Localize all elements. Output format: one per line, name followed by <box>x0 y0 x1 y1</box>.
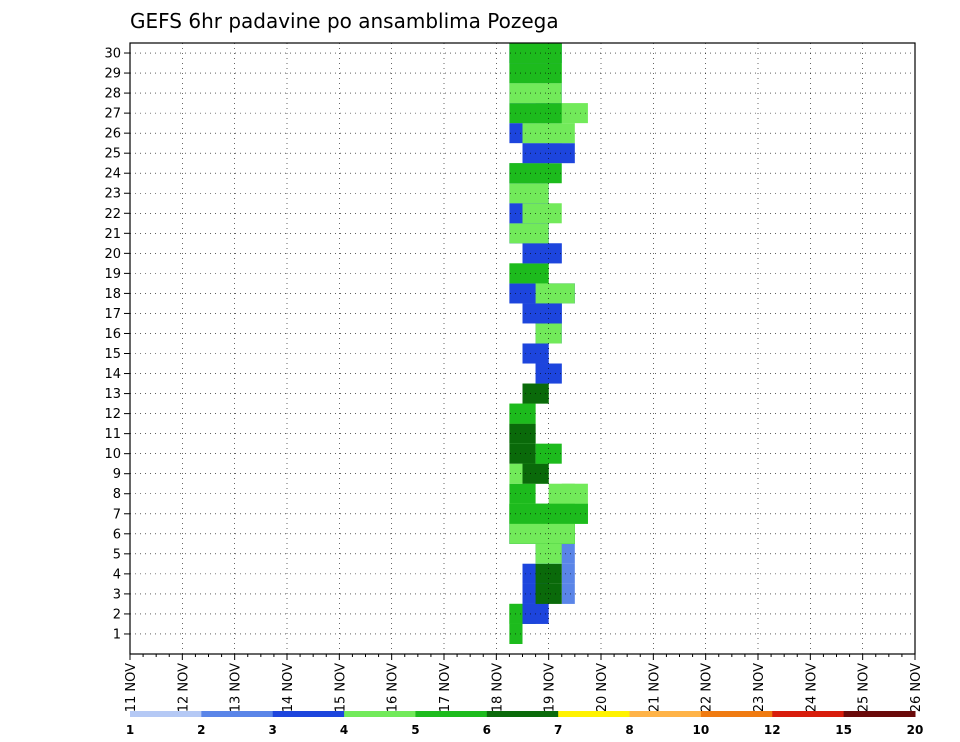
heatmap-cell <box>509 483 536 504</box>
colorbar-segment <box>344 711 416 717</box>
x-tick-label: 11 NOV <box>124 663 139 712</box>
y-tick-label: 9 <box>113 467 121 482</box>
colorbar-label: 12 <box>764 723 781 737</box>
colorbar-segment <box>486 711 559 717</box>
heatmap-cell <box>509 223 549 244</box>
y-tick-label: 10 <box>104 447 121 462</box>
y-tick-label: 24 <box>104 167 121 182</box>
y-tick-label: 16 <box>104 327 121 342</box>
y-tick-label: 7 <box>113 507 121 522</box>
colorbar-segment <box>272 711 345 717</box>
y-tick-label: 3 <box>113 587 121 602</box>
colorbar-segment <box>700 711 773 717</box>
y-tick-label: 22 <box>104 207 121 222</box>
colorbar-segment <box>772 711 845 717</box>
y-tick-label: 13 <box>104 387 121 402</box>
y-tick-label: 17 <box>104 307 121 322</box>
colorbar-segment <box>201 711 274 717</box>
colorbar-label: 20 <box>907 723 924 737</box>
x-tick-label: 12 NOV <box>176 663 191 712</box>
x-axis: 11 NOV 12 NOV 13 NOV 14 NOV 15 NOV 16 NOV 17 N… <box>124 654 924 712</box>
heatmap-cell <box>509 443 536 464</box>
y-tick-label: 29 <box>104 67 121 82</box>
y-tick-label: 8 <box>113 487 121 502</box>
heatmap-cell <box>561 563 575 584</box>
y-tick-label: 18 <box>104 287 121 302</box>
y-tick-label: 25 <box>104 147 121 162</box>
colorbar-segment <box>843 711 916 717</box>
colorbar-segment <box>629 711 702 717</box>
y-axis: 1234567891011121314151617181920212223242… <box>104 47 130 642</box>
y-tick-label: 27 <box>104 107 121 122</box>
colorbar-label: 6 <box>483 723 491 737</box>
x-tick-label: 17 NOV <box>438 663 453 712</box>
chart-title: GEFS 6hr padavine po ansamblima Pozega <box>130 9 559 33</box>
heatmap-cell <box>522 203 562 224</box>
heatmap-cell <box>561 543 575 564</box>
colorbar-label: 5 <box>411 723 419 737</box>
x-tick-label: 26 NOV <box>909 663 924 712</box>
colorbar-segment <box>415 711 488 717</box>
x-tick-label: 23 NOV <box>752 663 767 712</box>
heatmap-cell <box>522 303 562 324</box>
heatmap-cell <box>561 583 575 604</box>
colorbar-label: 4 <box>340 723 348 737</box>
grid-lines <box>130 43 915 654</box>
y-tick-label: 2 <box>113 607 121 622</box>
x-tick-label: 25 NOV <box>857 663 872 712</box>
x-tick-label: 14 NOV <box>281 663 296 712</box>
y-tick-label: 26 <box>104 127 121 142</box>
heatmap-cell <box>509 423 536 444</box>
colorbar-label: 15 <box>835 723 852 737</box>
heatmap-cell <box>509 263 549 284</box>
colorbar-segment <box>130 711 202 717</box>
heatmap-cell <box>509 403 536 424</box>
y-tick-label: 23 <box>104 187 121 202</box>
heatmap-cell <box>561 483 588 504</box>
colorbar-label: 3 <box>269 723 277 737</box>
colorbar-label: 1 <box>126 723 134 737</box>
x-tick-label: 18 NOV <box>490 663 505 712</box>
x-tick-label: 24 NOV <box>804 663 819 712</box>
y-tick-label: 15 <box>104 347 121 362</box>
x-tick-label: 16 NOV <box>386 663 401 712</box>
heatmap-cell <box>509 523 575 544</box>
colorbar-label: 7 <box>554 723 562 737</box>
y-tick-label: 20 <box>104 247 121 262</box>
y-tick-label: 4 <box>113 567 121 582</box>
x-tick-label: 13 NOV <box>229 663 244 712</box>
colorbar: 1 2 3 4 5 6 7 8 10 12 15 20 <box>126 711 924 737</box>
colorbar-segment <box>558 711 631 717</box>
x-tick-label: 22 NOV <box>700 663 715 712</box>
heatmap-cell <box>522 243 562 264</box>
heatmap-cell <box>509 183 549 204</box>
x-tick-label: 20 NOV <box>595 663 610 712</box>
y-tick-label: 14 <box>104 367 121 382</box>
y-tick-label: 21 <box>104 227 121 242</box>
y-tick-label: 1 <box>113 627 121 642</box>
y-tick-label: 5 <box>113 547 121 562</box>
x-tick-label: 19 NOV <box>543 663 558 712</box>
y-tick-label: 30 <box>104 47 121 62</box>
y-tick-label: 28 <box>104 87 121 102</box>
y-tick-label: 19 <box>104 267 121 282</box>
x-tick-label: 15 NOV <box>333 663 348 712</box>
colorbar-label: 10 <box>693 723 710 737</box>
y-tick-label: 11 <box>104 427 121 442</box>
x-tick-label: 21 NOV <box>647 663 662 712</box>
y-tick-label: 6 <box>113 527 121 542</box>
y-tick-label: 12 <box>104 407 121 422</box>
colorbar-label: 8 <box>625 723 633 737</box>
colorbar-label: 2 <box>197 723 205 737</box>
